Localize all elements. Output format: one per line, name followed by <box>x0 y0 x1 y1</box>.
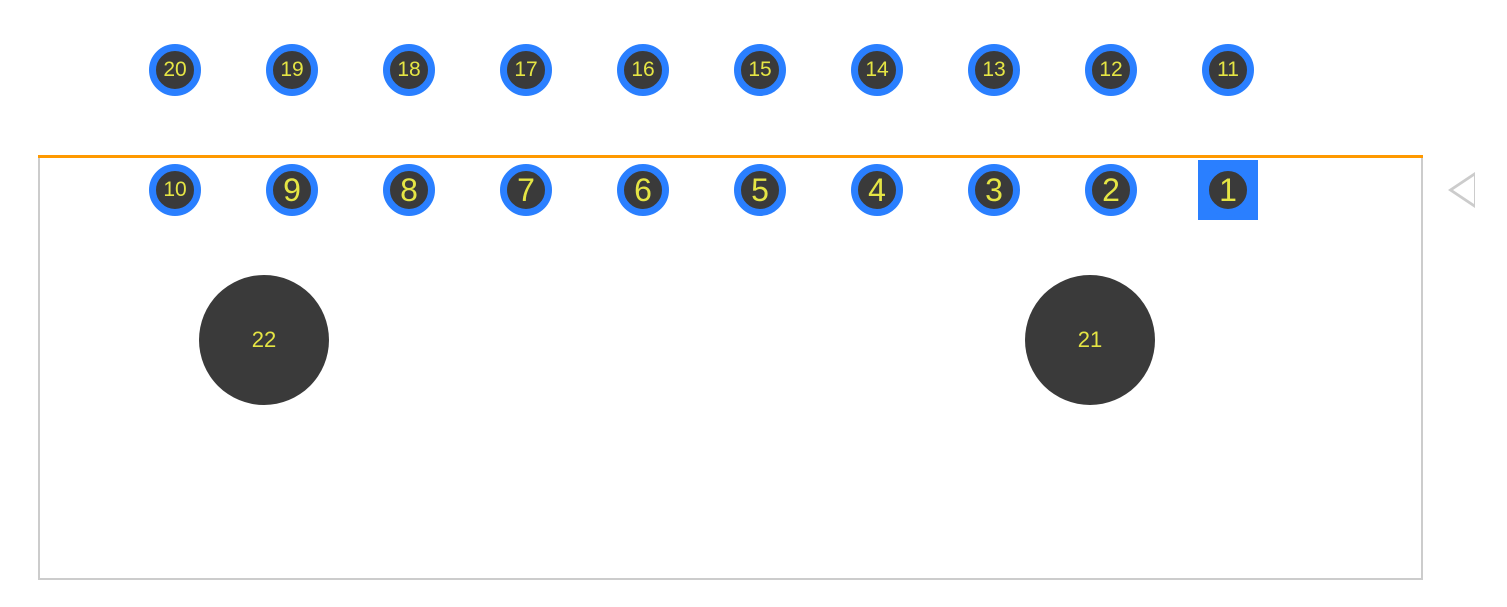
pin-20: 20 <box>149 44 201 96</box>
pin-13: 13 <box>968 44 1020 96</box>
pin-6: 6 <box>617 164 669 216</box>
pin-5: 5 <box>734 164 786 216</box>
pin-2: 2 <box>1085 164 1137 216</box>
pin-label: 19 <box>280 58 303 82</box>
pin-label: 21 <box>1078 327 1102 353</box>
pin-label: 9 <box>283 172 301 209</box>
pin-19: 19 <box>266 44 318 96</box>
pin1-indicator-triangle <box>1448 172 1475 208</box>
pin-label: 17 <box>514 58 537 82</box>
pin-label: 12 <box>1099 58 1122 82</box>
pin-4: 4 <box>851 164 903 216</box>
pin-label: 15 <box>748 58 771 82</box>
pin-label: 11 <box>1217 58 1239 82</box>
pin-label: 8 <box>400 172 418 209</box>
pin-3: 3 <box>968 164 1020 216</box>
pin-label: 3 <box>985 172 1003 209</box>
mounting-hole-22: 22 <box>199 275 329 405</box>
pin-label: 14 <box>865 58 888 82</box>
pin-1: 1 <box>1202 164 1254 216</box>
pin-17: 17 <box>500 44 552 96</box>
pin-14: 14 <box>851 44 903 96</box>
pin-label: 20 <box>163 58 186 82</box>
pin-label: 22 <box>252 327 276 353</box>
orientation-line <box>38 155 1423 158</box>
pin-label: 1 <box>1219 172 1237 209</box>
pin-15: 15 <box>734 44 786 96</box>
pin-9: 9 <box>266 164 318 216</box>
pin-7: 7 <box>500 164 552 216</box>
pin-label: 16 <box>631 58 654 82</box>
pin-label: 5 <box>751 172 769 209</box>
pin-11: 11 <box>1202 44 1254 96</box>
pin-10: 10 <box>149 164 201 216</box>
footprint-diagram: 20191817161514131211109876543212221 <box>0 0 1507 607</box>
pin-label: 4 <box>868 172 886 209</box>
pin-label: 2 <box>1102 172 1120 209</box>
mounting-hole-21: 21 <box>1025 275 1155 405</box>
pin-label: 18 <box>397 58 420 82</box>
pin-label: 10 <box>163 178 186 202</box>
pin-16: 16 <box>617 44 669 96</box>
pin-12: 12 <box>1085 44 1137 96</box>
pin-label: 13 <box>982 58 1005 82</box>
pin-18: 18 <box>383 44 435 96</box>
pin-8: 8 <box>383 164 435 216</box>
pin-label: 7 <box>517 172 535 209</box>
pin-label: 6 <box>634 172 652 209</box>
